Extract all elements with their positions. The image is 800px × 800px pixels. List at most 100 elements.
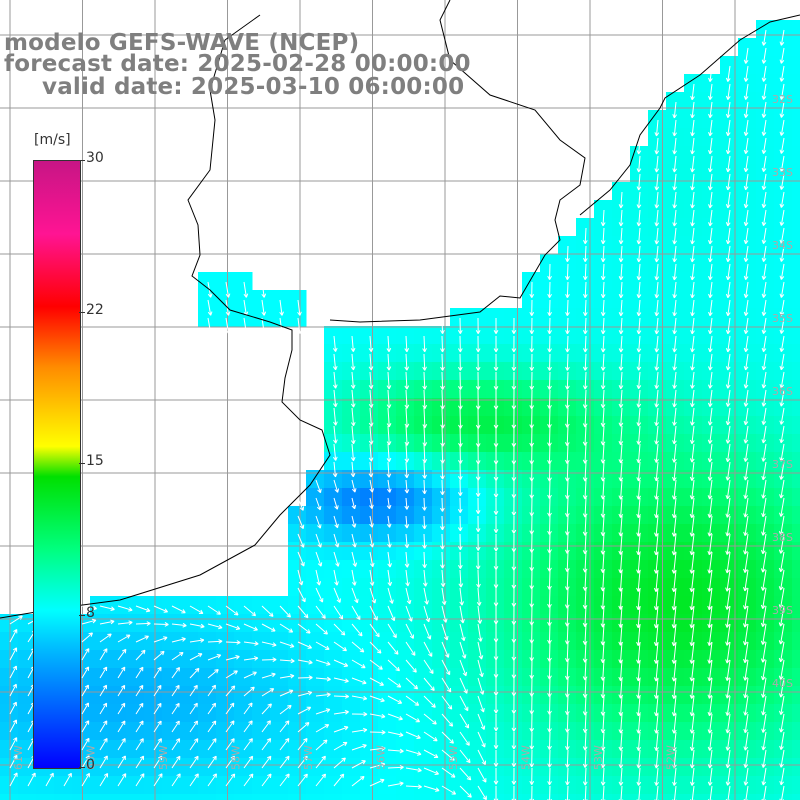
colorbar-tick-0: 0 (86, 757, 95, 773)
wind-arrow (743, 317, 749, 335)
wind-speed-cell (666, 380, 685, 399)
wind-speed-cell (126, 632, 145, 651)
wind-arrow (225, 281, 231, 298)
wind-arrow (493, 569, 499, 589)
wind-speed-cell (522, 290, 541, 309)
lat-label: 39S (772, 604, 793, 617)
wind-arrow (565, 317, 570, 335)
wind-arrow (600, 299, 606, 317)
wind-arrow (369, 762, 386, 769)
wind-arrow (779, 389, 785, 407)
wind-arrow (689, 677, 695, 699)
wind-arrow (690, 389, 695, 408)
wind-speed-cell (360, 794, 379, 800)
wind-arrow (600, 335, 606, 353)
wind-speed-cell (684, 344, 703, 363)
wind-speed-cell (738, 794, 757, 800)
wind-speed-cell (198, 740, 217, 759)
wind-arrow (405, 659, 417, 673)
wind-arrow (690, 209, 695, 227)
wind-speed-cell (234, 290, 253, 309)
wind-speed-cell (666, 416, 685, 435)
wind-speed-cell (612, 686, 631, 705)
wind-arrow (189, 623, 205, 629)
wind-speed-cell (432, 668, 451, 687)
wind-arrow (423, 587, 429, 605)
wind-arrow (565, 389, 570, 409)
wind-speed-cell (648, 776, 667, 795)
wind-arrow (99, 666, 108, 679)
wind-arrow (618, 299, 624, 317)
wind-arrow (511, 317, 517, 335)
wind-arrow (529, 299, 535, 316)
wind-speed-cell (486, 362, 505, 381)
wind-arrow (387, 569, 393, 587)
wind-arrow (690, 155, 695, 173)
wind-arrow (778, 551, 785, 573)
wind-arrow (743, 497, 749, 518)
wind-speed-cell (792, 200, 800, 219)
wind-arrow (351, 479, 357, 493)
wind-speed-cell (738, 560, 757, 579)
wind-arrow (387, 533, 392, 548)
wind-speed-cell (414, 794, 433, 800)
wind-speed-cell (774, 452, 793, 471)
wind-speed-cell (486, 722, 505, 741)
wind-arrow (654, 353, 660, 371)
wind-arrow (689, 767, 695, 786)
wind-speed-cell (720, 470, 739, 489)
wind-speed-cell (648, 182, 667, 201)
wind-speed-cell (486, 416, 505, 435)
wind-arrow (81, 632, 93, 643)
wind-arrow (708, 299, 713, 317)
wind-speed-cell (702, 398, 721, 417)
wind-speed-cell (684, 398, 703, 417)
wind-arrow (351, 551, 358, 567)
wind-arrow (654, 137, 660, 155)
wind-speed-cell (630, 308, 649, 327)
wind-arrow (582, 713, 588, 733)
wind-arrow (440, 515, 445, 531)
wind-speed-cell (450, 668, 469, 687)
wind-arrow (405, 587, 412, 605)
wind-arrow (654, 299, 660, 317)
wind-speed-cell (738, 56, 757, 75)
wind-speed-cell (414, 452, 433, 471)
wind-arrow (9, 647, 18, 661)
wind-speed-cell (792, 146, 800, 165)
wind-speed-cell (504, 794, 523, 800)
wind-speed-cell (792, 110, 800, 129)
lat-label: 33S (772, 166, 793, 179)
wind-speed-cell (720, 488, 739, 507)
wind-arrow (672, 155, 677, 173)
wind-speed-cell (486, 452, 505, 471)
wind-arrow (81, 737, 90, 751)
wind-speed-cell (414, 398, 433, 417)
wind-arrow (351, 569, 357, 586)
wind-arrow (9, 665, 17, 679)
wind-speed-cell (324, 758, 343, 777)
wind-speed-cell (756, 398, 775, 417)
wind-speed-cell (684, 380, 703, 399)
wind-arrow (725, 425, 731, 444)
wind-arrow (493, 335, 499, 353)
wind-arrow (351, 743, 367, 751)
wind-arrow (743, 461, 749, 481)
wind-arrow (618, 497, 624, 518)
wind-arrow (207, 639, 223, 644)
wind-arrow (369, 659, 383, 670)
wind-arrow (743, 731, 749, 751)
wind-speed-cell (738, 182, 757, 201)
wind-arrow (707, 551, 713, 574)
wind-arrow (725, 407, 731, 426)
wind-speed-cell (702, 668, 721, 687)
wind-speed-cell (468, 686, 487, 705)
wind-speed-cell (252, 794, 271, 800)
wind-arrow (743, 443, 749, 462)
wind-speed-cell (702, 776, 721, 795)
wind-arrow (600, 209, 606, 227)
wind-speed-cell (432, 470, 451, 489)
wind-arrow (760, 551, 767, 573)
wind-arrow (422, 569, 428, 587)
wind-arrow (333, 479, 340, 493)
